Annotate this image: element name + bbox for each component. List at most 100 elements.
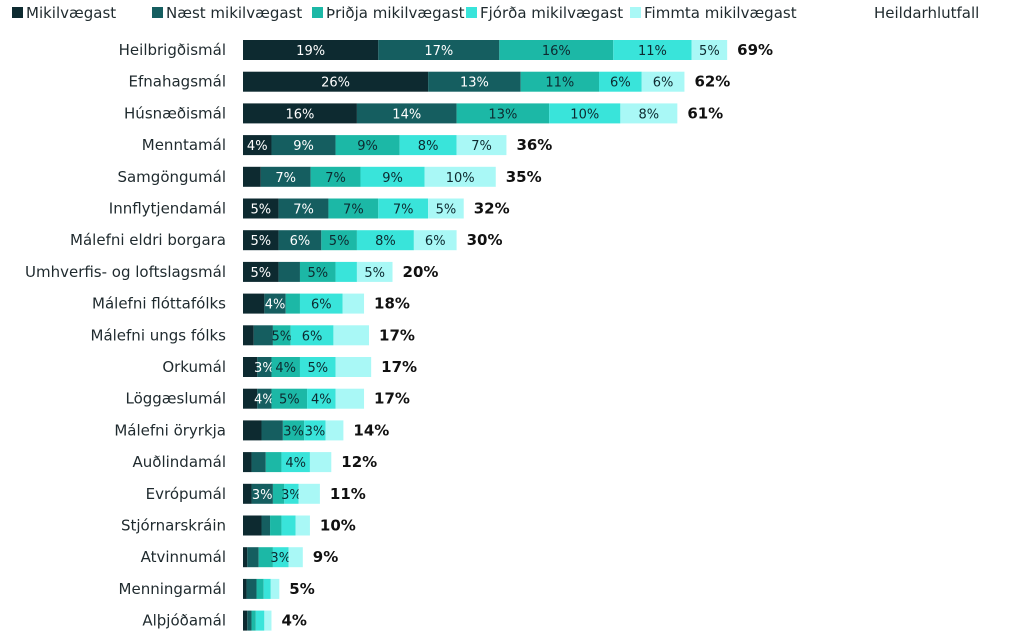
bar-segment (299, 357, 336, 377)
bar-segment (243, 578, 247, 599)
bar-segment (356, 230, 414, 251)
bar-segment (288, 547, 303, 568)
bar-segment (333, 325, 370, 346)
segment-label: 6% (425, 234, 446, 249)
category-label: Alþjóðamál (142, 612, 226, 630)
total-label: 61% (687, 104, 723, 122)
category-label: Stjórnarskráin (121, 517, 226, 535)
legend-swatch-4 (466, 7, 477, 18)
bar-segment (271, 357, 300, 377)
segment-label: 8% (418, 139, 439, 154)
segment-label: 4% (275, 361, 296, 376)
bar-segment (428, 71, 521, 92)
total-label: 9% (313, 548, 338, 566)
bar-segment (243, 483, 252, 504)
segment-label: 5% (250, 234, 271, 249)
bar-segment (424, 166, 496, 187)
category-label: Málefni eldri borgara (70, 231, 226, 249)
bar-segment (290, 325, 334, 346)
bar-segment (272, 547, 289, 568)
segment-label: 11% (545, 76, 574, 91)
total-labels: 69% 62% 61% 36% 35% 32% 30% 20% 18% 17% 17% 17% 14% 1… (281, 41, 773, 630)
bar-segment (272, 483, 285, 504)
category-label: Orkumál (162, 358, 226, 376)
bar-segment (257, 388, 272, 409)
bar-segment (428, 198, 464, 219)
bar-segment (641, 71, 685, 92)
bar-segment (399, 135, 457, 156)
bar-segment (243, 135, 272, 156)
bar-segment (356, 103, 457, 124)
bar-segment (255, 610, 265, 631)
bar-segment (243, 515, 262, 536)
total-label: 11% (330, 485, 366, 503)
legend-label-5: Fimmta mikilvægast (644, 4, 797, 22)
segment-label: 5% (307, 266, 328, 281)
category-label: Atvinnumál (141, 548, 226, 566)
segment-label: 4% (254, 393, 275, 408)
category-label: Málefni öryrkja (114, 421, 226, 439)
segment-label: 4% (285, 456, 306, 471)
bar-segment (599, 71, 642, 92)
bar-segment (258, 547, 273, 568)
bar-segment (243, 293, 265, 314)
segment-label: 9% (293, 139, 314, 154)
bar-segment (378, 40, 500, 60)
bar-segment (310, 166, 361, 187)
legend-swatch-3 (312, 7, 323, 18)
category-label: Málefni flóttafólks (92, 295, 226, 313)
segment-label: 8% (375, 234, 396, 249)
bar-segment (247, 610, 252, 631)
total-label: 18% (374, 295, 410, 313)
bar-segment (325, 420, 344, 441)
bar-segment (272, 325, 291, 346)
bar-segment (281, 515, 296, 536)
category-label: Heilbrigðismál (119, 41, 226, 59)
bar-segment (691, 40, 728, 60)
bar-segment (271, 388, 308, 409)
bar-segment (335, 135, 400, 156)
bar-segment (263, 578, 271, 599)
total-label: 17% (379, 326, 415, 344)
legend-label-4: Fjórða mikilvægast (480, 4, 623, 22)
segment-label: 7% (393, 203, 414, 218)
segment-label: 16% (542, 44, 571, 59)
category-label: Málefni ungs fólks (91, 326, 227, 344)
segment-label: 10% (446, 171, 475, 186)
legend-label-1: Mikilvægast (26, 4, 116, 22)
bar-segment (378, 198, 429, 219)
bars: 19% 17% 16% 11% 5% 26% 13% 11% 6% 6% 16% 14% 13% 10% 8… (243, 40, 728, 631)
segment-label: 7% (325, 171, 346, 186)
legend: Mikilvægast Næst mikilvægast Þriðja mikilv… (12, 4, 797, 22)
bar-segment (257, 357, 272, 377)
segment-label: 5% (699, 44, 720, 59)
bar-segment (243, 325, 254, 346)
segment-label: 7% (275, 171, 296, 186)
segment-label: 13% (488, 107, 517, 122)
segment-label: 5% (250, 203, 271, 218)
bar-segment (264, 610, 272, 631)
legend-swatch-2 (152, 7, 163, 18)
bar-segment (278, 261, 300, 282)
segment-label: 6% (610, 76, 631, 91)
bar-segment (243, 357, 258, 377)
bar-segment (251, 610, 256, 631)
total-label: 14% (353, 421, 389, 439)
bar-segment (243, 610, 248, 631)
segment-label: 9% (382, 171, 403, 186)
bar-segment (243, 261, 279, 282)
total-label: 32% (474, 200, 510, 218)
bar-segment (335, 388, 365, 409)
total-label: 69% (737, 41, 773, 59)
bar-segment (270, 515, 282, 536)
bar-segment (270, 578, 280, 599)
segment-label: 11% (638, 44, 667, 59)
segment-label: 5% (436, 203, 457, 218)
bar-segment (256, 578, 264, 599)
total-label: 5% (289, 580, 314, 598)
bar-segment (246, 578, 257, 599)
bar-segment (243, 103, 357, 124)
total-label: 17% (374, 390, 410, 408)
total-label: 36% (516, 136, 552, 154)
segment-label: 8% (639, 107, 660, 122)
